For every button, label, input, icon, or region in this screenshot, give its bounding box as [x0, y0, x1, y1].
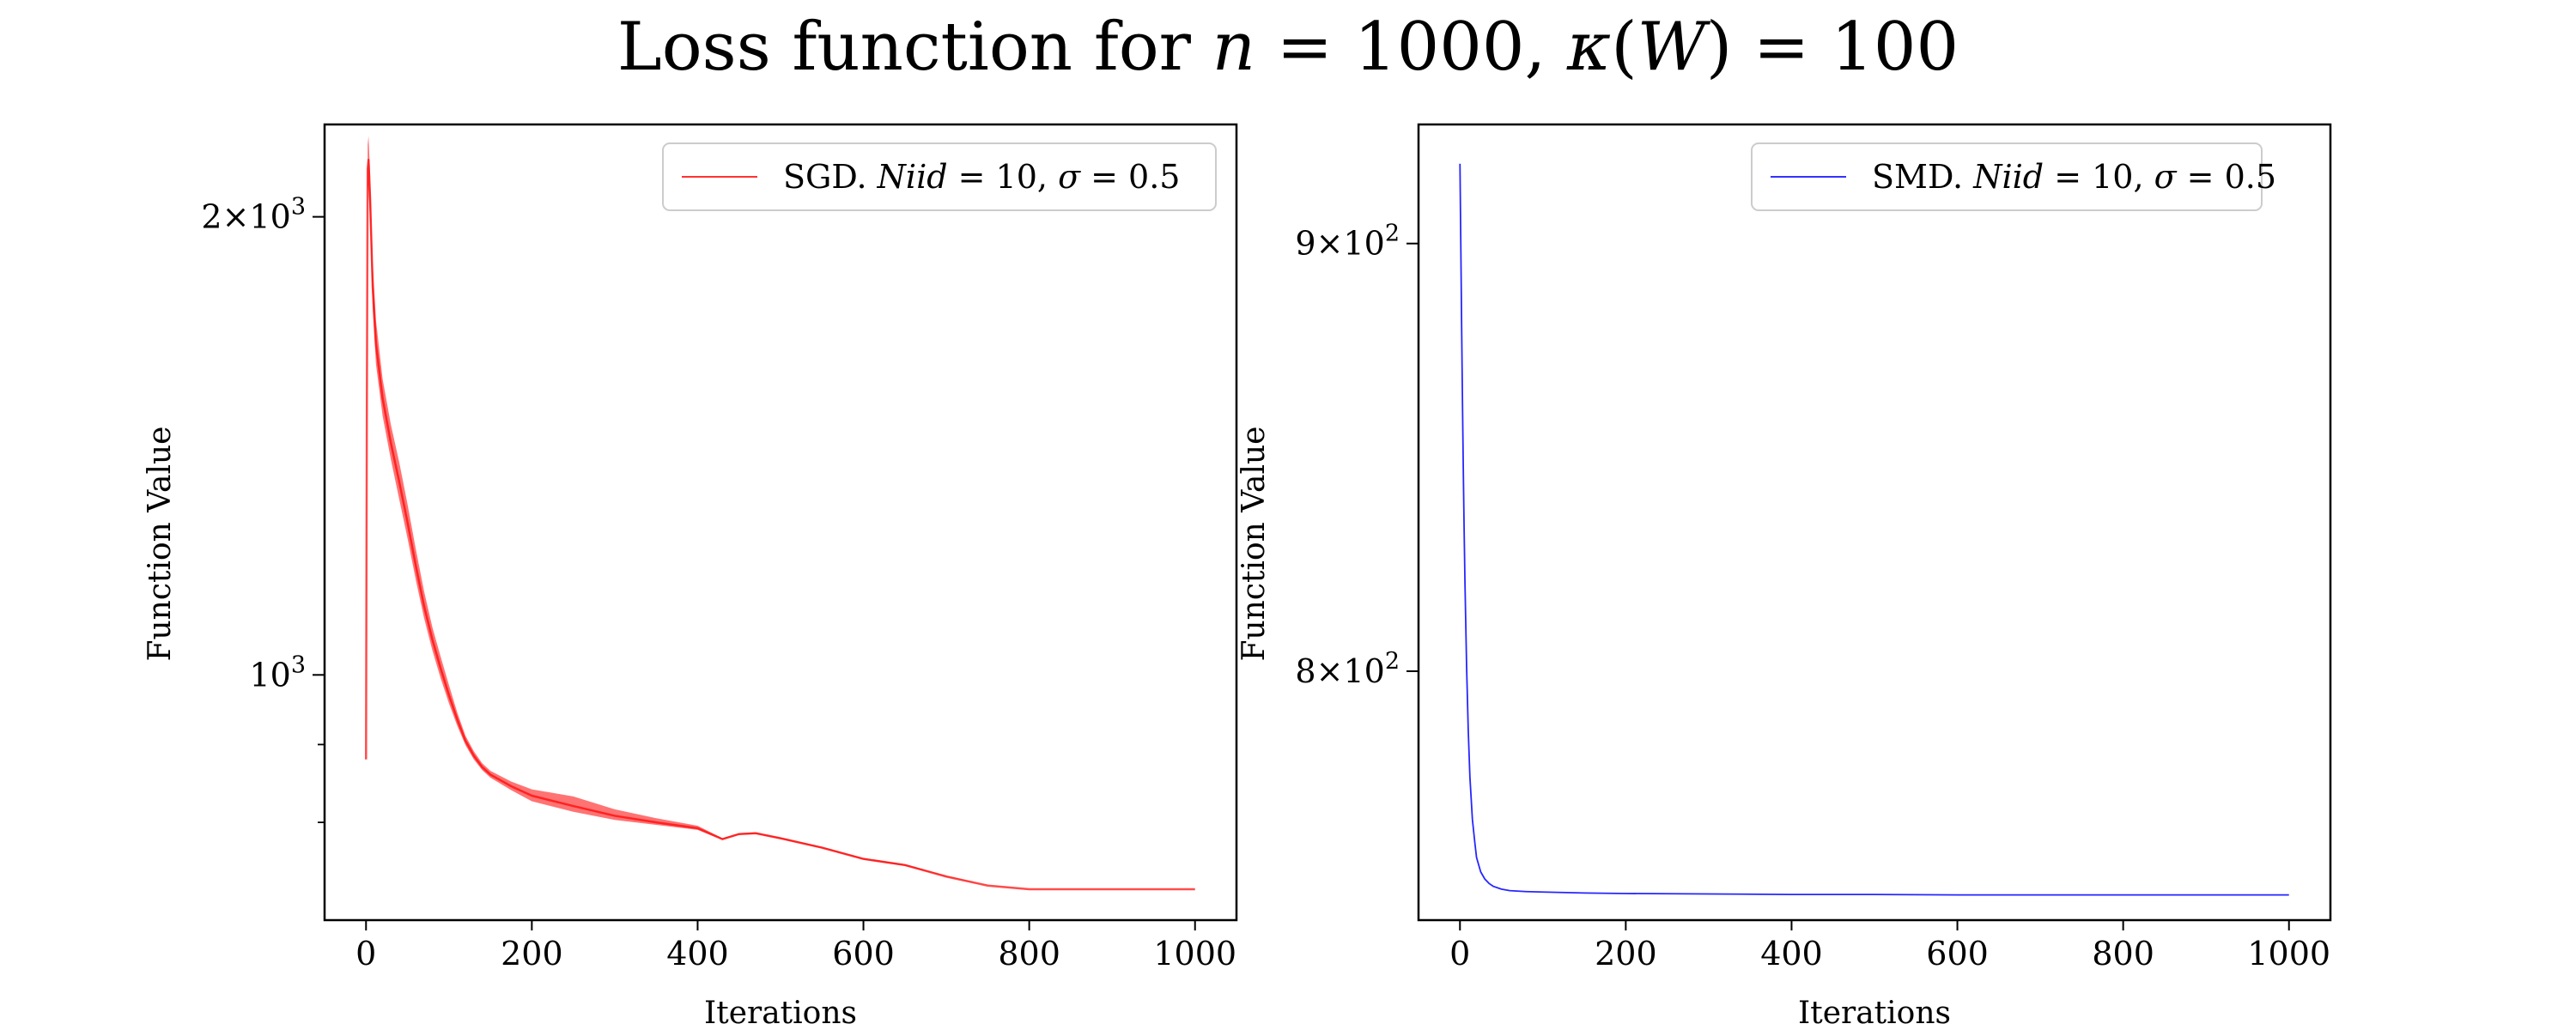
panel-1-y-tick-label: 2×103	[201, 194, 306, 236]
panel-1-series-line	[365, 159, 1195, 891]
panel-2-x-tick-label: 600	[1926, 935, 1989, 972]
panel-1-legend: SGD. Niid = 10, σ = 0.5	[662, 142, 1217, 211]
panel-1-data	[365, 136, 1195, 891]
panel-2-x-tick-label: 0	[1449, 935, 1470, 972]
panel-1-ylabel: Function Value	[143, 427, 178, 662]
title-paren-open: (	[1611, 9, 1637, 86]
panel-2-legend-label: SMD. Niid = 10, σ = 0.5	[1872, 158, 2276, 196]
title-kappa: κ	[1567, 9, 1612, 86]
panel-1-x-tick-label: 200	[501, 935, 563, 972]
panel-2-xlabel: Iterations	[1798, 996, 1951, 1030]
panel-1-x-tick-label: 400	[666, 935, 729, 972]
panel-1-legend-label: SGD. Niid = 10, σ = 0.5	[783, 158, 1180, 196]
panel-1-frame	[323, 123, 1238, 922]
panel-2-x-tick-label: 1000	[2247, 935, 2330, 972]
panel-2-x-tick-label: 200	[1595, 935, 1657, 972]
title-var-n: n	[1212, 9, 1255, 86]
title-var-w: W	[1637, 9, 1706, 86]
panel-2-ylabel: Function Value	[1236, 427, 1272, 662]
panel-1-x-tick-label: 0	[355, 935, 376, 972]
panel-2-x-tick-label: 400	[1760, 935, 1823, 972]
panel-2-legend-box	[1751, 142, 2263, 211]
panel-1: 0 200 400 600 800 1000 2×103 103 Iterations Funct…	[143, 123, 1238, 1030]
title-paren-close: )	[1705, 9, 1733, 86]
panel-1-y-tick-label: 103	[249, 651, 306, 694]
figure-title: Loss function for n = 1000, κ(W) = 100	[0, 9, 2576, 86]
panel-2-y-tick-label: 8×102	[1295, 648, 1400, 690]
title-prefix: Loss function for	[617, 9, 1212, 86]
panel-1-x-tick-label: 800	[998, 935, 1060, 972]
panel-1-xlabel: Iterations	[704, 996, 857, 1030]
title-eq1: = 1000,	[1255, 9, 1568, 86]
panel-1-x-tick-label: 1000	[1153, 935, 1236, 972]
panel-2-data	[1459, 163, 2289, 896]
panel-2-legend: SMD. Niid = 10, σ = 0.5	[1751, 142, 2276, 211]
panel-2-frame	[1417, 123, 2332, 922]
panel-2-series-line	[1459, 163, 2289, 896]
title-eq2: = 100	[1732, 9, 1959, 86]
panel-1-series-band	[366, 136, 1195, 890]
panel-2-x-tick-label: 800	[2092, 935, 2154, 972]
panel-2-y-tick-label: 9×102	[1295, 221, 1400, 263]
panel-2: 0 200 400 600 800 1000 9×102 8×102 Iterations Fun…	[1236, 123, 2332, 1030]
panel-1-x-tick-label: 600	[832, 935, 895, 972]
panel-1-legend-box	[662, 142, 1217, 211]
